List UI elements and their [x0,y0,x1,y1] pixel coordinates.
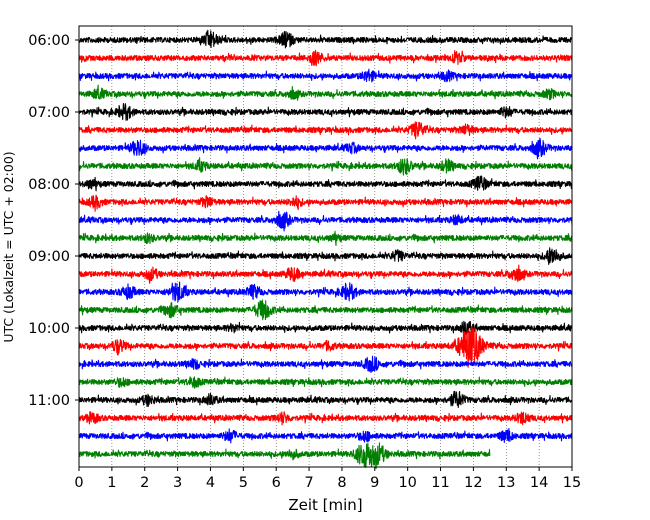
trace-0730 [78,137,573,160]
trace-1145 [78,442,491,470]
x-tick-label-10: 10 [398,475,416,491]
x-tick-label-1: 1 [107,475,116,491]
trace-0630 [78,68,573,83]
trace-0600 [78,29,573,49]
trace-0800 [78,175,573,192]
x-tick-label-4: 4 [206,475,215,491]
trace-0615 [78,49,573,67]
plot-frame [78,25,573,468]
y-tick-label-1000: 10:00 [28,321,70,337]
x-tick-label-2: 2 [140,475,149,491]
y-axis-label: UTC (Lokalzeit = UTC + 02:00) [1,151,16,342]
trace-0845 [78,230,573,246]
x-tick-label-9: 9 [370,475,379,491]
y-tick-label-0800: 08:00 [28,177,70,193]
y-tick-label-0700: 07:00 [28,105,70,121]
trace-1130 [78,427,573,444]
x-tick-label-6: 6 [272,475,281,491]
trace-0715 [78,121,573,140]
trace-0645 [78,84,573,101]
y-tick-label-0600: 06:00 [28,33,70,49]
trace-0900 [78,247,573,265]
trace-1115 [78,411,573,426]
x-axis-label: Zeit [min] [288,496,362,514]
traces [78,29,573,470]
x-tick-label-14: 14 [530,475,548,491]
x-tick-label-13: 13 [497,475,515,491]
x-tick-label-3: 3 [173,475,182,491]
trace-0930 [78,281,573,303]
trace-0945 [78,299,573,321]
x-tick-label-12: 12 [464,475,482,491]
x-tick-label-0: 0 [74,475,83,491]
trace-1100 [78,390,573,409]
x-tick-label-7: 7 [304,475,313,491]
x-tick-label-15: 15 [563,475,581,491]
trace-1030 [78,355,573,374]
y-tick-label-1100: 11:00 [28,393,70,409]
trace-1015 [78,325,573,368]
trace-1045 [78,376,573,389]
trace-0700 [78,103,573,121]
y-axis: 06:00 07:00 08:00 09:00 10:00 11:00 [28,33,79,409]
trace-0915 [78,264,573,284]
x-tick-label-11: 11 [431,475,449,491]
trace-0815 [78,194,573,212]
trace-0745 [78,157,573,176]
x-axis: 0 1 2 3 4 5 6 7 8 9 10 11 12 13 14 15 [74,467,581,491]
x-tick-label-5: 5 [239,475,248,491]
y-tick-label-0900: 09:00 [28,249,70,265]
x-tick-label-8: 8 [337,475,346,491]
trace-1000 [78,320,573,335]
trace-0830 [78,210,573,232]
